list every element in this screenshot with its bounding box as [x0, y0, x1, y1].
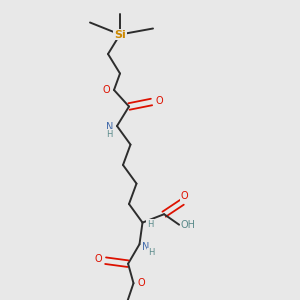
Text: OH: OH	[181, 220, 196, 230]
Text: O: O	[181, 191, 188, 201]
Text: O: O	[137, 278, 145, 288]
Text: O: O	[103, 85, 110, 95]
Text: O: O	[94, 254, 102, 264]
Text: N: N	[106, 122, 113, 133]
Text: O: O	[155, 95, 163, 106]
Text: H: H	[106, 130, 113, 139]
Text: H: H	[147, 220, 153, 229]
Text: H: H	[148, 248, 154, 257]
Text: N: N	[142, 242, 150, 252]
Text: Si: Si	[114, 29, 126, 40]
